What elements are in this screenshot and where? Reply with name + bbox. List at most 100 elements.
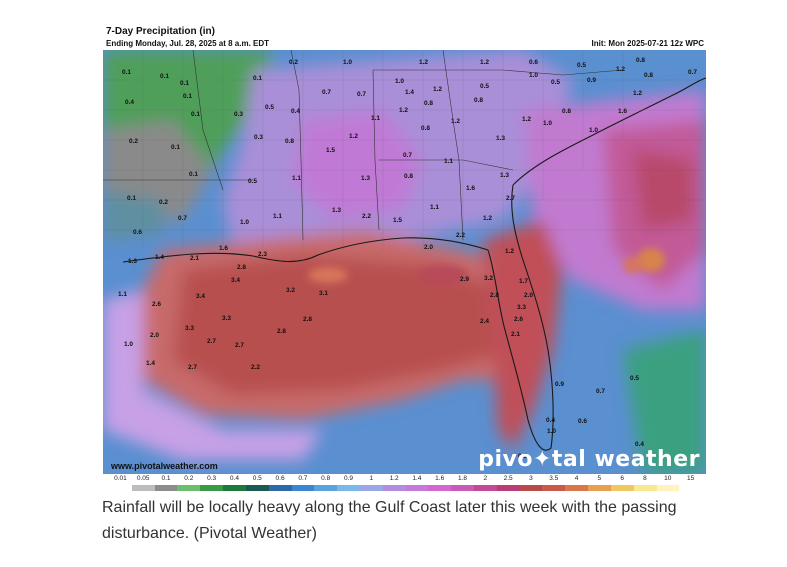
precip-value-label: 2.8 <box>277 328 286 335</box>
precip-value-label: 1.0 <box>395 78 404 85</box>
precip-value-label: 2.6 <box>514 316 523 323</box>
map-valid-time: Ending Monday, Jul. 28, 2025 at 8 a.m. E… <box>106 39 270 48</box>
scale-color-swatch <box>679 485 703 491</box>
precip-value-label: 2.8 <box>303 316 312 323</box>
precip-value-label: 0.6 <box>578 418 587 425</box>
scale-color-swatch <box>610 485 634 491</box>
precip-value-label: 2.7 <box>207 338 216 345</box>
precip-value-label: 1.1 <box>292 175 301 182</box>
precip-value-label: 0.4 <box>546 417 555 424</box>
precip-value-label: 0.2 <box>289 59 298 66</box>
precip-value-label: 3.3 <box>185 325 194 332</box>
precip-value-label: 0.8 <box>424 100 433 107</box>
precip-value-label: 1.4 <box>146 360 155 367</box>
precip-value-label: 0.4 <box>635 441 644 448</box>
precip-value-label: 1.2 <box>522 116 531 123</box>
precip-value-label: 0.7 <box>357 91 366 98</box>
precip-value-label: 0.5 <box>577 62 586 69</box>
precip-value-label: 1.2 <box>399 107 408 114</box>
scale-tick-label: 0.2 <box>184 475 194 482</box>
precip-value-label: 1.3 <box>496 135 505 142</box>
precip-value-label: 2.7 <box>188 364 197 371</box>
precip-value-label: 2.1 <box>190 255 199 262</box>
precip-value-label: 1.2 <box>349 133 358 140</box>
scale-color-swatch <box>633 485 657 491</box>
precipitation-map: 0.1 0.1 0.1 0.1 0.4 0.1 0.1 0.2 1.0 0.7 0.7 0.3 0.5 0… <box>103 50 706 474</box>
precip-value-label: 3.3 <box>222 315 231 322</box>
scale-color-swatch <box>496 485 520 491</box>
scale-color-swatch <box>268 485 292 491</box>
precip-value-label: 0.3 <box>254 134 263 141</box>
precip-value-label: 1.2 <box>633 90 642 97</box>
scale-tick-label: 0.3 <box>207 475 217 482</box>
map-figure: 7-Day Precipitation (in) Ending Monday, … <box>100 23 708 493</box>
precip-value-label: 1.3 <box>361 175 370 182</box>
precip-value-label: 0.7 <box>596 388 605 395</box>
precip-value-label: 1.3 <box>128 258 137 265</box>
precip-value-label: 1.0 <box>240 219 249 226</box>
precip-value-label: 0.5 <box>248 178 257 185</box>
precip-value-label: 0.2 <box>159 199 168 206</box>
precip-value-label: 1.5 <box>326 147 335 154</box>
scale-color-swatch <box>656 485 680 491</box>
scale-color-swatch <box>588 485 611 491</box>
scale-color-swatch <box>177 485 201 491</box>
scale-color-swatch <box>359 485 383 491</box>
precip-value-label: 2.7 <box>506 195 515 202</box>
scale-color-swatch <box>565 485 589 491</box>
precip-value-label: 0.8 <box>562 108 571 115</box>
precip-value-label: 1.4 <box>155 254 164 261</box>
precip-value-label: 0.7 <box>403 152 412 159</box>
precip-value-label: 1.2 <box>419 59 428 66</box>
precip-value-label: 0.5 <box>630 375 639 382</box>
scale-color-swatch <box>337 485 360 491</box>
precip-value-label: 1.1 <box>118 291 127 298</box>
precip-value-label: 0.4 <box>125 99 134 106</box>
precip-value-label: 2.2 <box>456 232 465 239</box>
precip-value-label: 1.0 <box>543 120 552 127</box>
precip-value-label: 1.6 <box>466 185 475 192</box>
scale-tick-label: 4 <box>574 475 579 482</box>
pivotal-weather-logo: pivo✦tal weather <box>478 447 700 472</box>
precip-value-label: 1.2 <box>480 59 489 66</box>
precip-value-label: 3.3 <box>517 304 526 311</box>
precip-value-label: 2.8 <box>490 292 499 299</box>
scale-tick-label: 0.7 <box>298 475 308 482</box>
scale-color-swatch <box>451 485 474 491</box>
scale-tick-label: 0.05 <box>136 475 150 482</box>
precip-value-label: 1.6 <box>219 245 228 252</box>
scale-tick-label: 2.5 <box>503 475 513 482</box>
precip-value-label: 0.7 <box>688 69 697 76</box>
precip-value-label: 0.6 <box>529 59 538 66</box>
precip-value-label: 1.1 <box>430 204 439 211</box>
scale-tick-label: 1.6 <box>435 475 445 482</box>
precip-value-label: 0.1 <box>122 69 131 76</box>
scale-tick-label: 1.2 <box>389 475 399 482</box>
precip-value-label: 2.8 <box>237 264 246 271</box>
scale-color-swatch <box>131 485 155 491</box>
star-icon: ✦ <box>532 447 552 472</box>
precip-value-label: 0.1 <box>191 111 200 118</box>
precip-value-label: 1.5 <box>393 217 402 224</box>
precip-value-label: 0.1 <box>189 171 198 178</box>
precip-value-labels: 0.1 0.1 0.1 0.1 0.4 0.1 0.1 0.2 1.0 0.7 0.7 0.3 0.5 0… <box>118 57 697 460</box>
scale-tick-label: 0.8 <box>321 475 331 482</box>
map-init-time: Init: Mon 2025-07-21 12z WPC <box>591 39 704 48</box>
precip-value-label: 3.4 <box>196 293 205 300</box>
scale-color-swatch <box>245 485 269 491</box>
scale-tick-label: 0.6 <box>275 475 285 482</box>
precip-value-label: 1.2 <box>451 118 460 125</box>
precip-value-label: 1.0 <box>124 341 133 348</box>
precip-value-label: 1.0 <box>589 127 598 134</box>
precip-value-label: 2.3 <box>258 251 267 258</box>
precip-value-label: 0.8 <box>404 173 413 180</box>
precip-value-label: 1.2 <box>505 248 514 255</box>
precip-value-label: 0.6 <box>133 229 142 236</box>
precip-value-label: 1.3 <box>332 207 341 214</box>
scale-tick-label: 2 <box>483 475 488 482</box>
precip-value-label: 0.2 <box>129 138 138 145</box>
precip-value-label: 2.2 <box>362 213 371 220</box>
precip-value-label: 2.6 <box>152 301 161 308</box>
precip-value-label: 3.2 <box>484 275 493 282</box>
scale-color-swatch <box>519 485 543 491</box>
